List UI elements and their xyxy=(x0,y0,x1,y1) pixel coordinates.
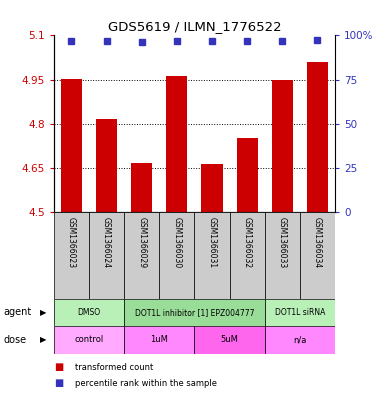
Bar xyxy=(265,212,300,299)
Text: DOT1L inhibitor [1] EPZ004777: DOT1L inhibitor [1] EPZ004777 xyxy=(135,308,254,317)
Text: agent: agent xyxy=(4,307,32,318)
Bar xyxy=(54,212,89,299)
Bar xyxy=(236,138,258,212)
Bar xyxy=(194,212,229,299)
Text: GSM1366023: GSM1366023 xyxy=(67,217,76,268)
Bar xyxy=(166,76,187,212)
Text: ■: ■ xyxy=(54,378,63,388)
Bar xyxy=(300,212,335,299)
Text: GSM1366033: GSM1366033 xyxy=(278,217,287,268)
Bar xyxy=(124,299,265,326)
Text: GSM1366034: GSM1366034 xyxy=(313,217,322,268)
Bar xyxy=(96,119,117,212)
Bar xyxy=(124,326,194,354)
Text: GSM1366024: GSM1366024 xyxy=(102,217,111,268)
Text: GSM1366029: GSM1366029 xyxy=(137,217,146,268)
Bar xyxy=(194,326,265,354)
Bar xyxy=(89,212,124,299)
Text: ▶: ▶ xyxy=(40,336,47,344)
Bar xyxy=(124,212,159,299)
Bar xyxy=(265,299,335,326)
Bar xyxy=(272,80,293,212)
Title: GDS5619 / ILMN_1776522: GDS5619 / ILMN_1776522 xyxy=(108,20,281,33)
Bar xyxy=(131,163,152,212)
Bar xyxy=(159,212,194,299)
Bar xyxy=(61,79,82,212)
Text: control: control xyxy=(74,336,104,344)
Bar xyxy=(229,212,265,299)
Text: GSM1366030: GSM1366030 xyxy=(172,217,181,268)
Text: transformed count: transformed count xyxy=(75,363,153,372)
Text: DOT1L siRNA: DOT1L siRNA xyxy=(275,308,325,317)
Text: 5uM: 5uM xyxy=(221,336,238,344)
Bar xyxy=(201,164,223,212)
Text: dose: dose xyxy=(4,335,27,345)
Bar xyxy=(265,326,335,354)
Text: ■: ■ xyxy=(54,362,63,373)
Text: ▶: ▶ xyxy=(40,308,47,317)
Bar xyxy=(54,299,124,326)
Text: GSM1366031: GSM1366031 xyxy=(208,217,216,268)
Text: percentile rank within the sample: percentile rank within the sample xyxy=(75,379,217,387)
Text: DMSO: DMSO xyxy=(77,308,100,317)
Bar xyxy=(307,62,328,212)
Text: GSM1366032: GSM1366032 xyxy=(243,217,252,268)
Bar xyxy=(54,326,124,354)
Text: 1uM: 1uM xyxy=(151,336,168,344)
Text: n/a: n/a xyxy=(293,336,306,344)
